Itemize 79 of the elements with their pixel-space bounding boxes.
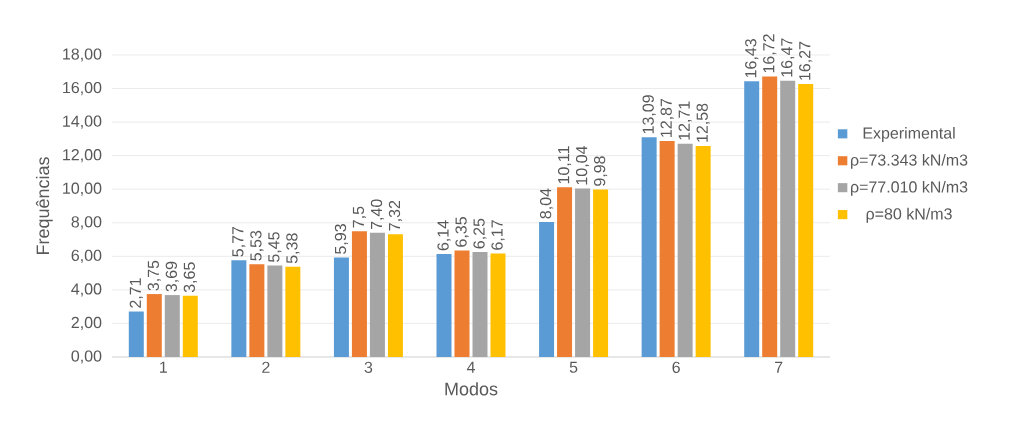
data-label: 10,04: [575, 146, 590, 185]
x-tick-label: 6: [672, 361, 680, 374]
y-tick-label: 12,00: [63, 149, 102, 163]
x-tick-label: 2: [262, 361, 270, 373]
data-label: 5,77: [232, 226, 246, 257]
legend-label: ρ=73.343 kN/m3: [851, 153, 968, 169]
bar: [454, 250, 470, 357]
x-axis-title: Modos: [445, 382, 498, 396]
data-label: 7,5: [352, 206, 366, 228]
data-label: 12,58: [696, 103, 710, 142]
bar: [659, 141, 675, 357]
bar: [267, 265, 283, 357]
x-tick-label: 1: [160, 361, 167, 373]
bar: [333, 257, 349, 357]
bar: [575, 188, 591, 357]
data-label: 5,45: [268, 232, 282, 262]
bar: [231, 260, 247, 357]
data-label: 10,11: [557, 146, 572, 184]
y-axis-title: Frequências: [35, 157, 53, 255]
bar: [780, 80, 796, 357]
bar: [593, 189, 609, 357]
data-label: 16,47: [781, 38, 795, 77]
data-label: 6,14: [437, 220, 451, 251]
bar: [641, 137, 657, 357]
data-label: 7,40: [370, 199, 385, 230]
bar: [539, 222, 555, 357]
x-tick-label: 5: [569, 361, 578, 373]
bar: [351, 231, 367, 357]
data-label: 5,38: [286, 233, 300, 264]
data-label: 16,43: [745, 39, 759, 78]
y-tick-label: 18,00: [63, 48, 102, 62]
data-label: 13,09: [642, 95, 656, 134]
bar: [182, 295, 198, 357]
legend-label: Experimental: [863, 127, 955, 142]
y-tick-label: 16,00: [63, 81, 102, 96]
bar: [798, 84, 814, 357]
data-label: 16,72: [763, 34, 777, 73]
y-tick-label: 2,00: [71, 316, 102, 331]
bar: [146, 294, 162, 357]
legend-label: ρ=77.010 kN/m3: [851, 180, 968, 196]
y-tick-label: 8,00: [71, 216, 102, 230]
x-tick-label: 7: [775, 361, 783, 373]
bar: [762, 76, 778, 357]
data-label: 6,17: [491, 220, 505, 250]
y-tick-label: 0,00: [71, 350, 102, 364]
bar: [285, 266, 301, 357]
bar: [249, 264, 265, 357]
y-tick-label: 6,00: [71, 249, 102, 263]
data-label: 12,71: [678, 101, 692, 140]
data-label: 6,25: [473, 218, 487, 249]
data-label: 3,69: [165, 261, 179, 292]
bar: [387, 234, 403, 357]
data-label: 8,04: [539, 188, 554, 219]
bar: [490, 253, 506, 357]
data-label: 6,35: [455, 217, 469, 247]
data-label: 2,71: [129, 278, 143, 308]
data-label: 7,32: [388, 200, 403, 231]
data-label: 3,65: [183, 262, 197, 293]
data-label: 5,93: [334, 224, 349, 254]
bar: [369, 232, 385, 357]
data-label: 16,27: [799, 41, 813, 80]
bar: [677, 143, 693, 357]
y-tick-label: 14,00: [63, 115, 102, 129]
bar: [744, 81, 760, 357]
bar: [128, 311, 144, 357]
bar: [436, 253, 452, 357]
data-label: 12,87: [660, 98, 674, 137]
bar: [164, 295, 180, 357]
y-tick-label: 10,00: [63, 182, 102, 196]
bar: [472, 252, 488, 357]
data-label: 3,75: [147, 260, 161, 291]
bar: [557, 187, 573, 357]
data-label: 5,53: [250, 230, 264, 261]
legend-label: ρ=80 kN/m3: [866, 207, 952, 223]
bar: [695, 145, 711, 357]
x-tick-label: 4: [466, 361, 475, 373]
data-label: 9,98: [593, 156, 608, 186]
y-tick-label: 4,00: [71, 283, 102, 297]
x-tick-label: 3: [364, 361, 373, 374]
